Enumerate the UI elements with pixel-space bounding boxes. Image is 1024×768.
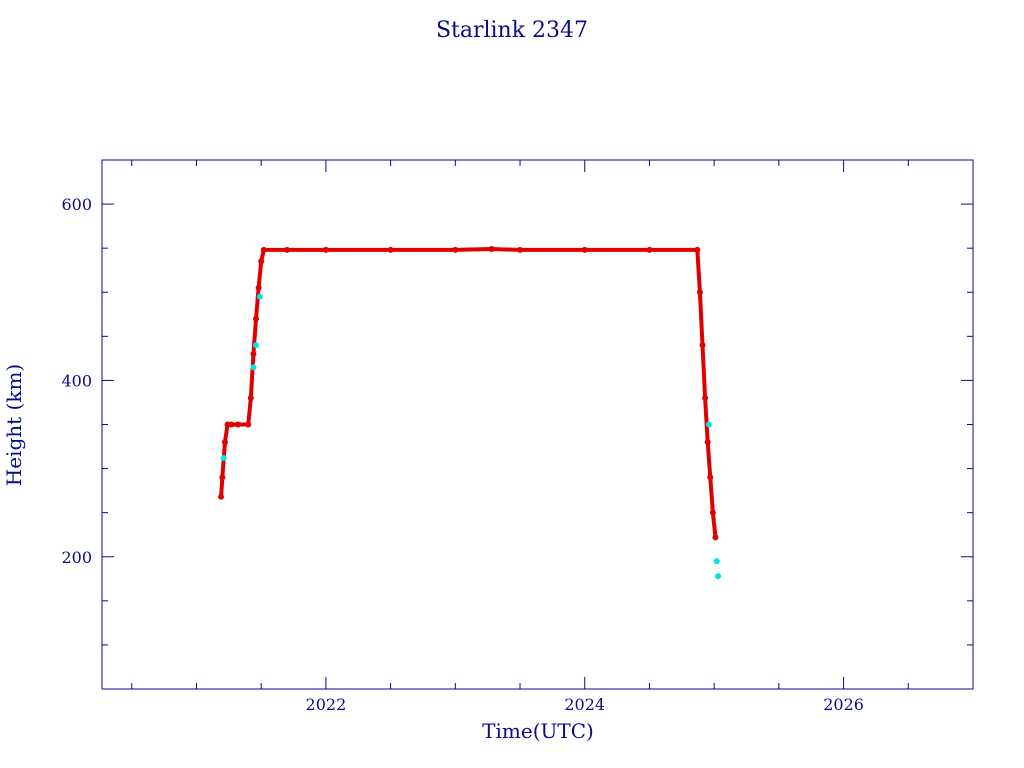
data-point: [704, 439, 711, 446]
data-point: [228, 421, 235, 428]
data-point: [387, 246, 394, 253]
data-point: [707, 474, 714, 481]
data-point: [250, 350, 257, 357]
data-point: [712, 534, 719, 541]
data-point: [247, 395, 254, 402]
data-point: [256, 293, 263, 300]
data-point: [705, 421, 712, 428]
data-point: [253, 342, 260, 349]
data-point: [696, 289, 703, 296]
axis-ticks: 2022 2024 2026 200 400 600: [61, 160, 973, 714]
data-point: [221, 439, 228, 446]
data-point: [581, 246, 588, 253]
data-point: [219, 474, 226, 481]
x-tick-label: 2026: [823, 695, 864, 714]
data-point: [713, 558, 720, 565]
data-point: [699, 342, 706, 349]
y-tick-label: 400: [61, 371, 92, 390]
data-point: [694, 246, 701, 253]
x-axis-label: Time(UTC): [482, 719, 594, 743]
data-point: [488, 246, 495, 253]
data-point: [258, 258, 265, 265]
data-point: [260, 246, 267, 253]
data-point: [517, 246, 524, 253]
data-point: [250, 364, 257, 371]
chart-title: Starlink 2347: [436, 18, 588, 43]
series-band: [219, 247, 718, 538]
data-point: [234, 421, 241, 428]
data-point: [220, 455, 227, 462]
data-point: [715, 573, 722, 580]
series-line: [219, 247, 718, 538]
y-tick-label: 600: [61, 195, 92, 214]
data-point: [322, 246, 329, 253]
data-point: [284, 246, 291, 253]
data-point: [646, 246, 653, 253]
data-point: [255, 284, 262, 291]
series-trace: [220, 248, 716, 538]
data-point: [245, 421, 252, 428]
y-axis-label: Height (km): [2, 364, 26, 486]
data-points: [218, 246, 722, 580]
x-tick-label: 2022: [306, 695, 347, 714]
y-tick-label: 200: [61, 548, 92, 567]
data-point: [452, 246, 459, 253]
x-tick-label: 2024: [564, 695, 605, 714]
data-point: [709, 509, 716, 516]
data-point: [218, 493, 225, 500]
data-point: [702, 395, 709, 402]
data-point: [253, 315, 260, 322]
